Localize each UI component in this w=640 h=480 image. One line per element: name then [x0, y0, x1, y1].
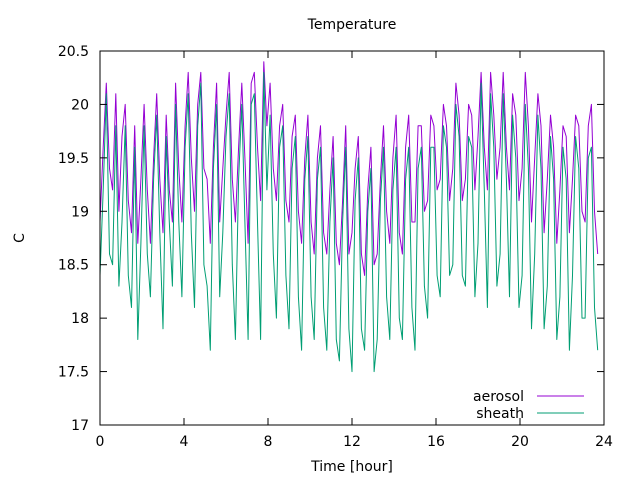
legend-label-sheath: sheath: [476, 406, 524, 422]
y-tick-label: 20: [71, 97, 89, 113]
y-axis-title: C: [12, 233, 28, 243]
x-tick-label: 16: [427, 434, 445, 450]
y-tick-label: 19: [71, 204, 89, 220]
legend-label-aerosol: aerosol: [473, 389, 524, 405]
series-line-aerosol: [99, 61, 599, 276]
y-tick-label: 18.5: [58, 258, 89, 274]
series-layer: [99, 61, 599, 373]
x-tick-label: 8: [264, 434, 273, 450]
x-tick-label: 0: [96, 434, 105, 450]
x-tick-label: 4: [180, 434, 189, 450]
y-tick-label: 17: [71, 418, 89, 434]
y-tick-label: 17.5: [58, 365, 89, 381]
chart-title: Temperature: [307, 17, 397, 33]
y-tick-label: 18: [71, 311, 89, 327]
y-tick-label: 20.5: [58, 44, 89, 60]
x-axis-title: Time [hour]: [310, 459, 393, 475]
x-tick-label: 24: [595, 434, 613, 450]
series-line-sheath: [99, 71, 599, 373]
x-tick-label: 12: [343, 434, 361, 450]
x-tick-label: 20: [511, 434, 529, 450]
ticks-layer: 0 4 8 12 16 20 24 17 17.5 18 18.5 19 19.5 20 20.5: [58, 44, 613, 450]
y-tick-label: 19.5: [58, 151, 89, 167]
